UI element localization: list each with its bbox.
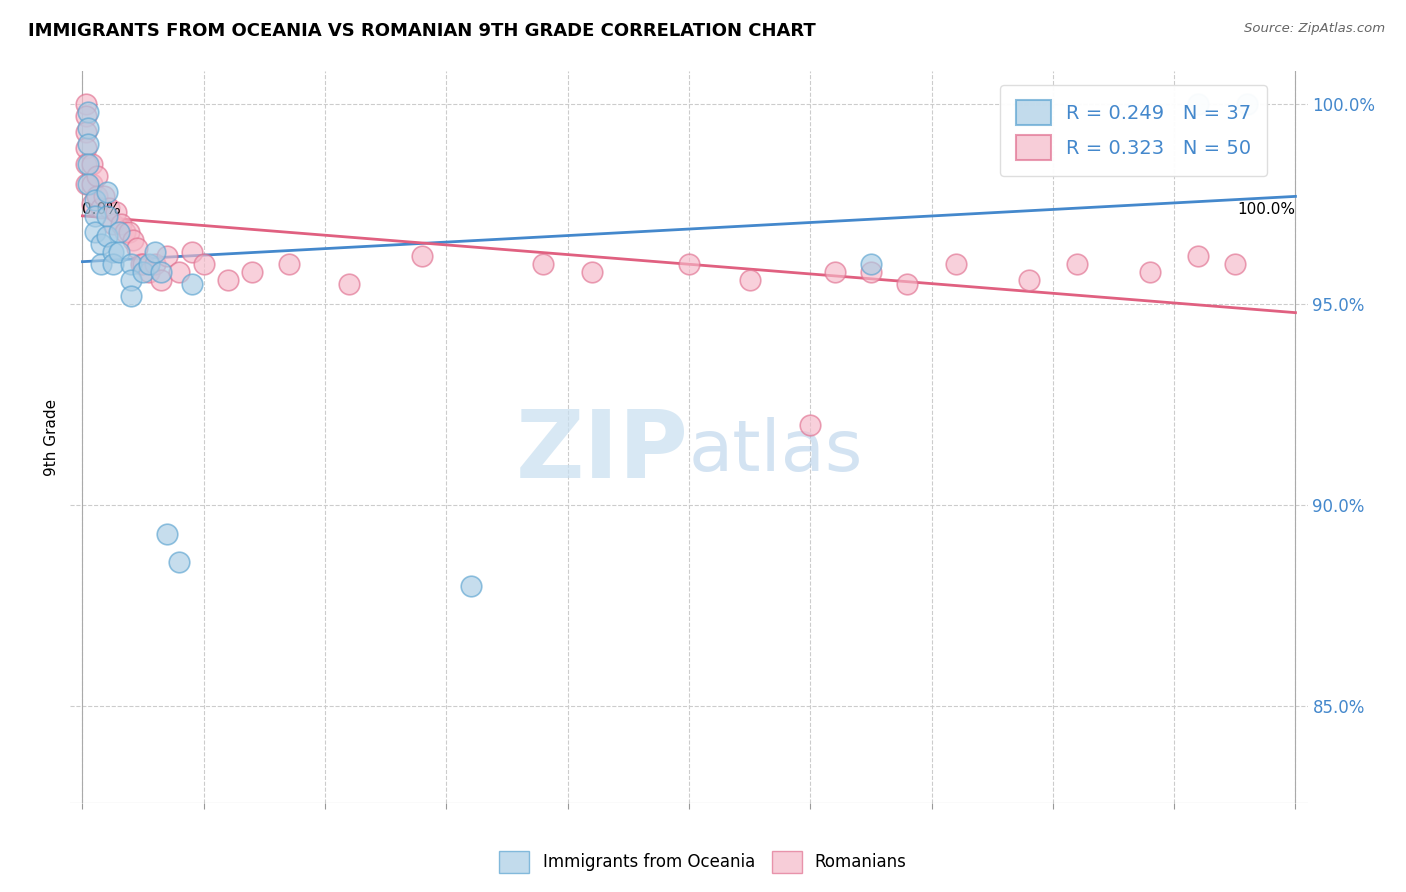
Point <box>83 225 105 239</box>
Point <box>101 217 124 231</box>
Point <box>738 273 761 287</box>
Point <box>180 245 202 260</box>
Point <box>90 257 112 271</box>
Point <box>460 579 482 593</box>
Point <box>75 96 97 111</box>
Point <box>824 265 846 279</box>
Point <box>531 257 554 271</box>
Point <box>82 177 104 191</box>
Point <box>114 225 136 239</box>
Point <box>337 277 360 292</box>
Point <box>1187 96 1209 111</box>
Point <box>169 265 191 279</box>
Point <box>77 120 100 135</box>
Point <box>138 257 160 271</box>
Point <box>132 265 155 279</box>
Legend: Immigrants from Oceania, Romanians: Immigrants from Oceania, Romanians <box>492 845 914 880</box>
Point <box>77 177 100 191</box>
Point <box>83 193 105 207</box>
Point <box>117 225 139 239</box>
Point <box>77 157 100 171</box>
Point <box>138 265 160 279</box>
Point <box>86 169 108 183</box>
Point <box>217 273 239 287</box>
Point <box>277 257 299 271</box>
Point <box>77 104 100 119</box>
Point <box>169 555 191 569</box>
Point <box>799 417 821 432</box>
Y-axis label: 9th Grade: 9th Grade <box>44 399 59 475</box>
Text: ZIP: ZIP <box>516 406 689 498</box>
Point <box>93 189 115 203</box>
Point <box>1018 273 1040 287</box>
Point <box>1139 265 1161 279</box>
Point <box>150 273 173 287</box>
Point <box>193 257 215 271</box>
Legend: R = 0.249   N = 37, R = 0.323   N = 50: R = 0.249 N = 37, R = 0.323 N = 50 <box>1000 85 1267 176</box>
Point <box>96 209 118 223</box>
Point <box>120 257 142 271</box>
Point <box>1066 257 1088 271</box>
Point <box>859 257 882 271</box>
Point <box>101 257 124 271</box>
Text: atlas: atlas <box>689 417 863 486</box>
Point <box>75 157 97 171</box>
Point <box>83 209 105 223</box>
Point <box>101 245 124 260</box>
Point <box>132 257 155 271</box>
Point <box>156 526 179 541</box>
Point <box>1223 257 1246 271</box>
Point <box>143 257 166 271</box>
Point <box>240 265 263 279</box>
Point <box>143 245 166 260</box>
Point <box>75 141 97 155</box>
Point <box>125 241 148 255</box>
Point <box>859 265 882 279</box>
Point <box>110 217 132 231</box>
Point <box>1236 96 1258 111</box>
Point <box>90 201 112 215</box>
Point <box>581 265 603 279</box>
Point <box>129 257 152 271</box>
Text: 100.0%: 100.0% <box>1237 202 1295 218</box>
Point <box>411 249 433 263</box>
Point <box>180 277 202 292</box>
Text: IMMIGRANTS FROM OCEANIA VS ROMANIAN 9TH GRADE CORRELATION CHART: IMMIGRANTS FROM OCEANIA VS ROMANIAN 9TH … <box>28 22 815 40</box>
Point <box>678 257 700 271</box>
Point <box>75 125 97 139</box>
Point <box>82 157 104 171</box>
Point <box>945 257 967 271</box>
Text: Source: ZipAtlas.com: Source: ZipAtlas.com <box>1244 22 1385 36</box>
Point <box>150 265 173 279</box>
Point <box>75 177 97 191</box>
Point <box>105 205 128 219</box>
Point <box>86 189 108 203</box>
Point <box>120 273 142 287</box>
Point <box>156 249 179 263</box>
Point <box>82 197 104 211</box>
Point <box>98 201 121 215</box>
Point <box>122 233 145 247</box>
Point <box>90 237 112 252</box>
Text: 0.0%: 0.0% <box>83 202 121 218</box>
Point <box>77 136 100 151</box>
Point <box>1187 249 1209 263</box>
Point <box>96 229 118 244</box>
Point <box>108 245 131 260</box>
Point <box>896 277 918 292</box>
Point <box>75 109 97 123</box>
Point <box>120 289 142 303</box>
Point <box>108 225 131 239</box>
Point <box>96 185 118 199</box>
